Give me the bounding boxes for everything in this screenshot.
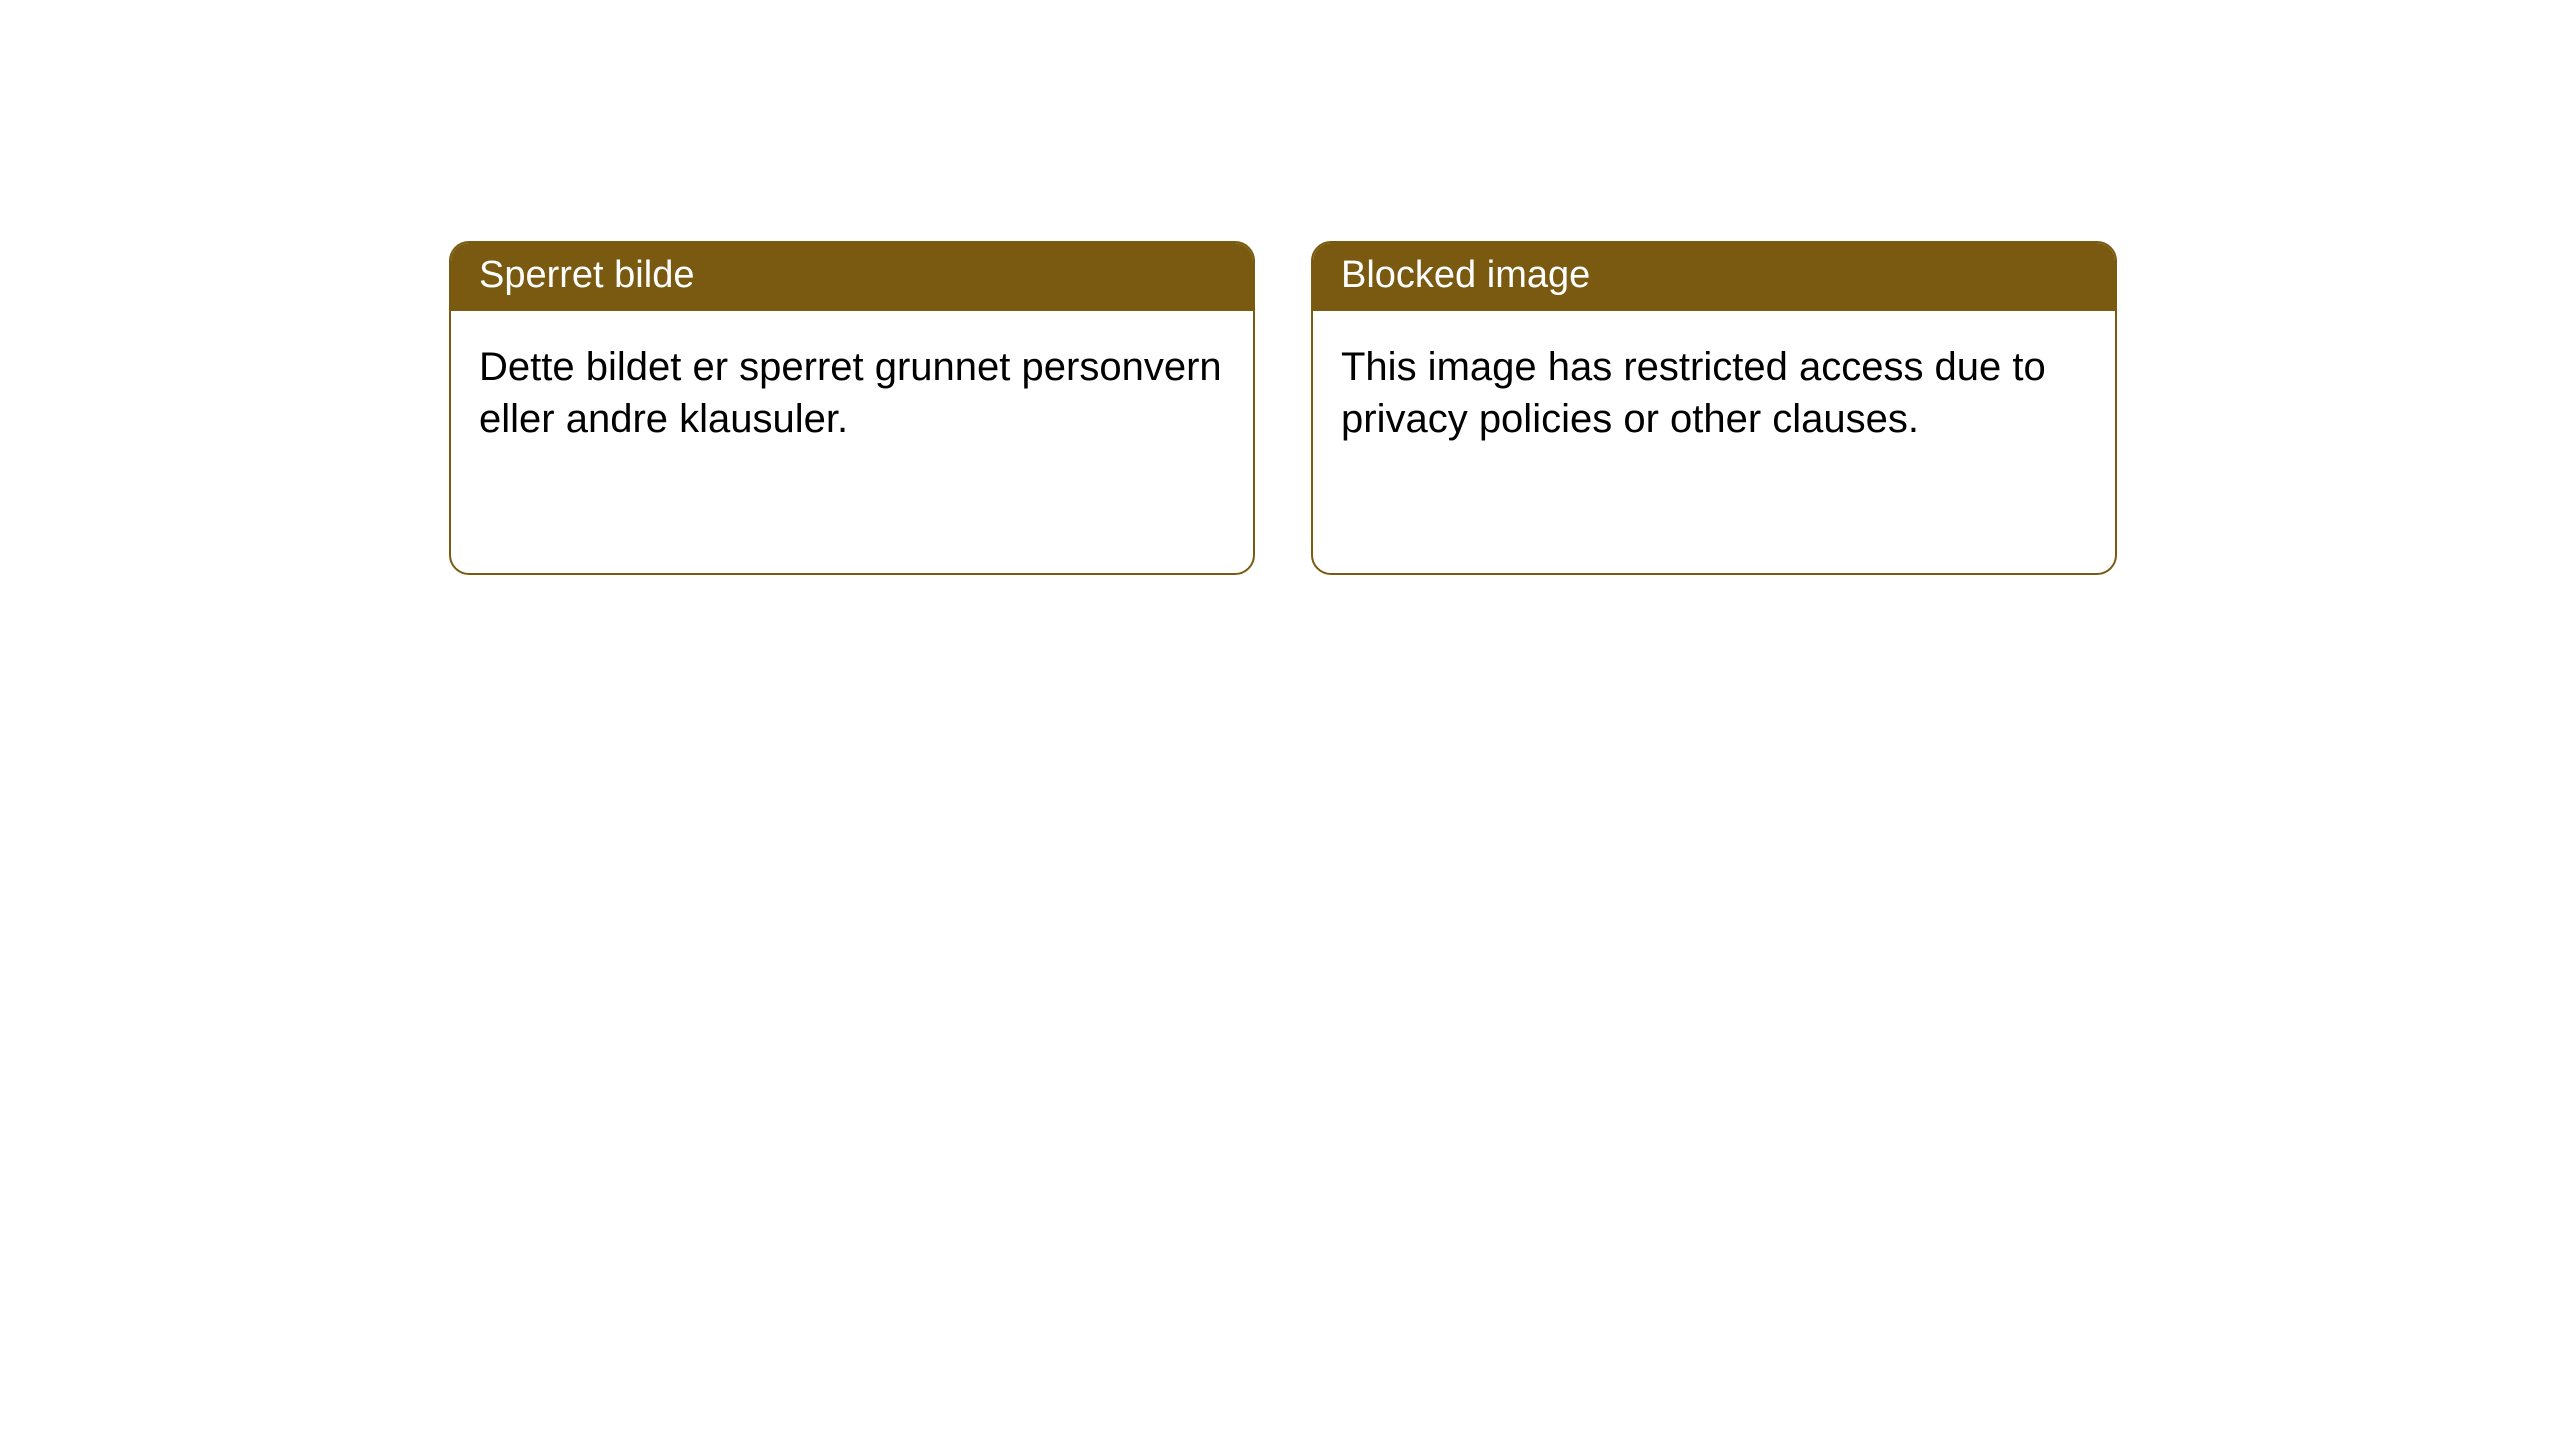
notice-card-norwegian: Sperret bilde Dette bildet er sperret gr… [449,241,1255,575]
card-body: This image has restricted access due to … [1313,311,2115,475]
card-header: Sperret bilde [451,243,1253,311]
card-body: Dette bildet er sperret grunnet personve… [451,311,1253,475]
notice-card-english: Blocked image This image has restricted … [1311,241,2117,575]
notice-cards-container: Sperret bilde Dette bildet er sperret gr… [449,241,2117,575]
card-header: Blocked image [1313,243,2115,311]
